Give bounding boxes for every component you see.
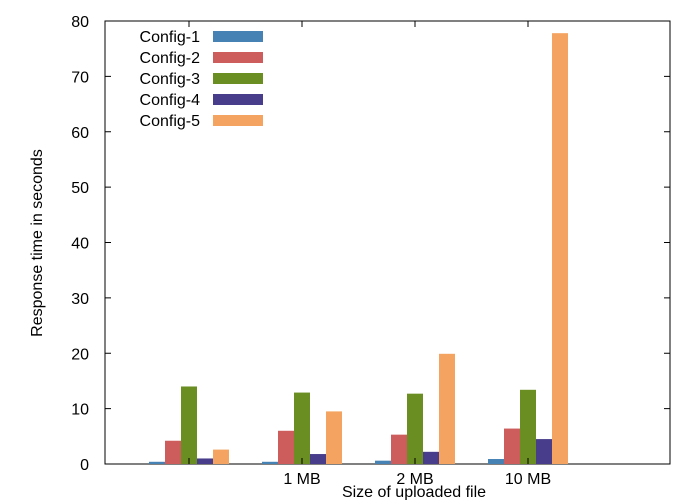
bar-config-2 <box>504 428 520 464</box>
bar-config-5 <box>213 449 229 464</box>
bar-config-4 <box>310 454 326 464</box>
legend-swatch <box>213 31 263 42</box>
bar-config-5 <box>439 353 455 464</box>
x-axis-ticks: 1 MB 2 MB 10 MB <box>188 21 551 488</box>
bar-config-2 <box>391 434 407 464</box>
y-tick-label: 60 <box>71 125 89 142</box>
y-tick-label: 30 <box>71 291 89 308</box>
y-tick-label: 10 <box>71 402 89 419</box>
bar-config-4 <box>536 439 552 464</box>
legend-label: Config-4 <box>140 92 201 109</box>
y-axis-label: Response time in seconds <box>29 149 46 337</box>
y-tick-label: 70 <box>71 69 89 86</box>
bars <box>149 33 568 465</box>
bar-config-3 <box>520 389 536 464</box>
y-axis-ticks: 0 10 20 30 40 50 60 70 80 <box>71 14 670 474</box>
bar-config-1 <box>375 460 391 464</box>
y-tick-label: 50 <box>71 180 89 197</box>
x-tick-label: 1 MB <box>283 471 320 488</box>
legend-label: Config-1 <box>140 29 201 46</box>
bar-config-1 <box>262 461 278 464</box>
bar-config-1 <box>488 459 504 464</box>
x-tick-label: 2 MB <box>396 471 433 488</box>
legend-label: Config-2 <box>140 50 201 67</box>
legend: Config-1 Config-2 Config-3 Config-4 Config-5 <box>140 29 263 130</box>
x-tick-label: 10 MB <box>505 471 551 488</box>
y-tick-label: 40 <box>71 236 89 253</box>
bar-config-2 <box>278 430 294 464</box>
bar-config-2 <box>165 440 181 464</box>
bar-config-1 <box>149 461 165 464</box>
legend-swatch <box>213 115 263 126</box>
x-axis-label: Size of uploaded file <box>342 484 486 500</box>
bar-config-3 <box>294 392 310 464</box>
legend-swatch <box>213 52 263 63</box>
bar-config-4 <box>197 458 213 464</box>
bar-config-3 <box>181 386 197 464</box>
y-tick-label: 0 <box>80 457 89 474</box>
bar-config-3 <box>407 393 423 464</box>
bar-config-4 <box>423 451 439 464</box>
y-tick-label: 80 <box>71 14 89 31</box>
bar-config-5 <box>326 411 342 464</box>
y-tick-label: 20 <box>71 346 89 363</box>
legend-label: Config-3 <box>140 71 201 88</box>
bar-config-5 <box>552 33 568 465</box>
legend-swatch <box>213 73 263 84</box>
legend-label: Config-5 <box>140 113 201 130</box>
legend-swatch <box>213 94 263 105</box>
